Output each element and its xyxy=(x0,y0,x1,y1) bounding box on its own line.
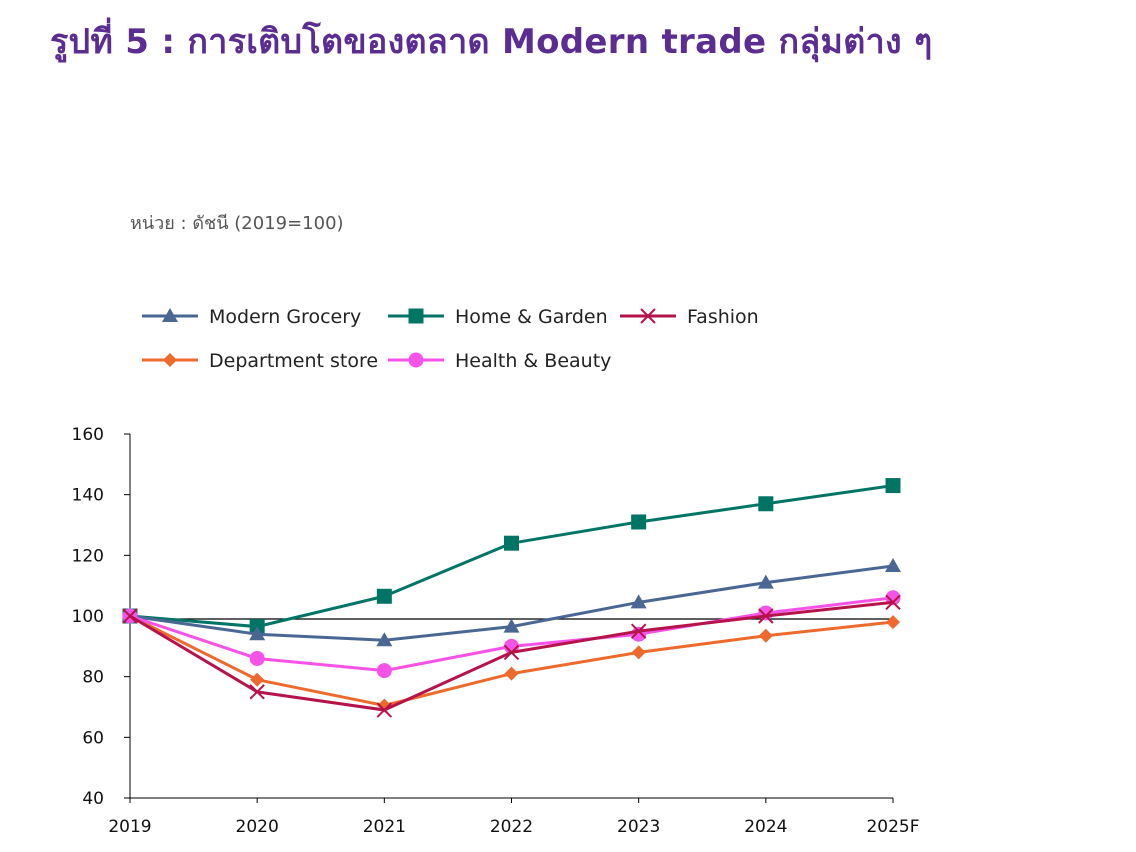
x-tick-label: 2022 xyxy=(490,817,533,837)
series-line-home-garden xyxy=(129,484,894,629)
data-point-home-garden xyxy=(504,535,519,551)
x-tick-label: 2020 xyxy=(236,817,279,837)
data-point-modern-grocery xyxy=(757,574,774,589)
y-tick-label: 100 xyxy=(72,607,104,627)
data-point-department-store xyxy=(631,645,646,660)
data-point-department-store xyxy=(758,628,773,643)
data-point-fashion xyxy=(758,608,774,624)
legend-label-health-beauty: Health & Beauty xyxy=(455,350,611,372)
data-point-home-garden xyxy=(758,496,774,512)
data-point-modern-grocery xyxy=(885,557,901,572)
data-point-home-garden xyxy=(631,514,647,530)
legend-label-modern-grocery: Modern Grocery xyxy=(209,306,361,328)
data-point-home-garden xyxy=(885,478,901,494)
legend-label-department-store: Department store xyxy=(209,350,378,372)
data-point-modern-grocery xyxy=(503,618,520,633)
data-point-modern-grocery xyxy=(630,594,647,609)
legend-label-fashion: Fashion xyxy=(687,306,759,328)
y-tick-label: 140 xyxy=(72,486,104,506)
data-point-fashion xyxy=(885,594,901,611)
data-point-health-beauty xyxy=(504,638,519,654)
data-point-department-store xyxy=(250,672,265,687)
legend-marker-department-store xyxy=(163,353,177,367)
chart-axes: 40 60 80 100 120 140 160 2019 2020 2021 2022 2023 20… xyxy=(72,425,920,837)
data-point-fashion xyxy=(376,702,393,718)
data-point-health-beauty xyxy=(631,626,647,642)
y-tick-label: 160 xyxy=(72,425,104,445)
data-point-modern-grocery xyxy=(376,632,393,647)
x-tick-label: 2025F xyxy=(866,817,919,837)
page-title: รูปที่ 5 : การเติบโตของตลาด Modern trade… xyxy=(50,22,933,62)
legend-marker-health-beauty xyxy=(408,352,424,368)
data-point-home-garden xyxy=(376,588,392,604)
data-point-fashion xyxy=(503,644,520,661)
legend-marker-fashion xyxy=(640,308,656,324)
x-tick-label: 2019 xyxy=(108,817,151,837)
data-point-department-store xyxy=(886,615,900,630)
chart-series xyxy=(122,478,901,718)
data-point-fashion xyxy=(122,608,138,624)
legend-marker-modern-grocery xyxy=(162,308,178,322)
x-tick-label: 2023 xyxy=(617,817,660,837)
y-tick-label: 120 xyxy=(72,546,104,566)
x-tick-label: 2024 xyxy=(744,817,787,837)
data-point-health-beauty xyxy=(758,605,774,621)
data-point-health-beauty xyxy=(376,663,392,679)
data-point-health-beauty xyxy=(249,650,265,666)
legend: Modern Grocery Home & Garden Fashion Depart… xyxy=(142,306,759,372)
legend-marker-home-garden xyxy=(408,308,424,324)
unit-label: หน่วย : ดัชนี (2019=100) xyxy=(130,213,344,234)
data-point-modern-grocery xyxy=(249,626,266,641)
y-tick-label: 60 xyxy=(82,728,104,748)
y-tick-label: 40 xyxy=(82,789,104,809)
data-point-fashion xyxy=(630,623,647,639)
data-point-fashion xyxy=(249,684,265,700)
x-tick-label: 2021 xyxy=(363,817,406,837)
legend-label-home-garden: Home & Garden xyxy=(455,306,608,328)
data-point-department-store xyxy=(504,666,519,681)
y-tick-label: 80 xyxy=(82,668,104,688)
